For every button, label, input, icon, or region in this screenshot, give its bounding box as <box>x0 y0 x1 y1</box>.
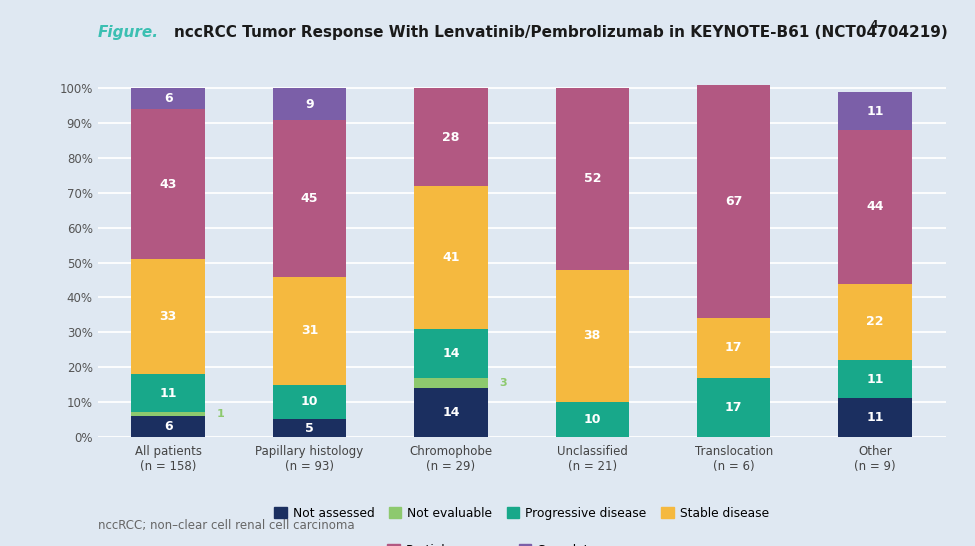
Bar <box>838 360 912 399</box>
Bar <box>132 412 205 416</box>
Text: 31: 31 <box>301 324 318 337</box>
Bar <box>273 384 346 419</box>
Bar <box>556 402 629 437</box>
Text: nccRCC; non–clear cell renal cell carcinoma: nccRCC; non–clear cell renal cell carcin… <box>98 519 354 532</box>
Text: 11: 11 <box>867 104 883 117</box>
Bar <box>838 130 912 283</box>
Bar <box>414 186 488 329</box>
Bar <box>414 329 488 378</box>
Bar <box>132 109 205 259</box>
Text: nccRCC Tumor Response With Lenvatinib/Pembrolizumab in KEYNOTE-B61 (NCT04704219): nccRCC Tumor Response With Lenvatinib/Pe… <box>174 25 948 39</box>
Text: 67: 67 <box>725 195 742 208</box>
Bar <box>838 399 912 437</box>
Bar <box>556 270 629 402</box>
Text: 22: 22 <box>867 316 883 328</box>
Bar <box>132 374 205 412</box>
Text: 44: 44 <box>867 200 883 213</box>
Text: 52: 52 <box>584 173 601 186</box>
Bar <box>273 276 346 384</box>
Text: 5: 5 <box>305 422 314 435</box>
Text: 41: 41 <box>443 251 459 264</box>
Text: 11: 11 <box>867 411 883 424</box>
Text: 43: 43 <box>160 177 176 191</box>
Text: 4: 4 <box>871 20 878 30</box>
Bar <box>414 388 488 437</box>
Text: 14: 14 <box>443 406 459 419</box>
Bar <box>273 120 346 276</box>
Bar <box>838 92 912 130</box>
Text: 14: 14 <box>443 347 459 360</box>
Text: 10: 10 <box>584 413 601 426</box>
Bar <box>273 419 346 437</box>
Bar <box>838 283 912 360</box>
Bar <box>697 318 770 378</box>
Text: 11: 11 <box>160 387 176 400</box>
Bar <box>697 85 770 318</box>
Text: 3: 3 <box>499 378 507 388</box>
Legend: Partial response, Complete response: Partial response, Complete response <box>387 543 656 546</box>
Text: 28: 28 <box>443 130 459 144</box>
Text: Figure.: Figure. <box>98 25 159 39</box>
Text: 33: 33 <box>160 310 176 323</box>
Text: 17: 17 <box>725 401 742 414</box>
Bar <box>556 88 629 270</box>
Bar <box>132 416 205 437</box>
Text: 6: 6 <box>164 92 173 105</box>
Bar <box>132 259 205 374</box>
Text: 45: 45 <box>301 192 318 205</box>
Bar <box>414 88 488 186</box>
Text: 38: 38 <box>584 329 601 342</box>
Bar <box>414 378 488 388</box>
Text: 6: 6 <box>164 420 173 433</box>
Bar <box>273 88 346 120</box>
Text: 17: 17 <box>725 341 742 354</box>
Bar <box>132 88 205 109</box>
Text: 9: 9 <box>305 98 314 111</box>
Bar <box>697 378 770 437</box>
Text: 1: 1 <box>216 409 224 419</box>
Text: 11: 11 <box>867 373 883 386</box>
Text: 10: 10 <box>301 395 318 408</box>
